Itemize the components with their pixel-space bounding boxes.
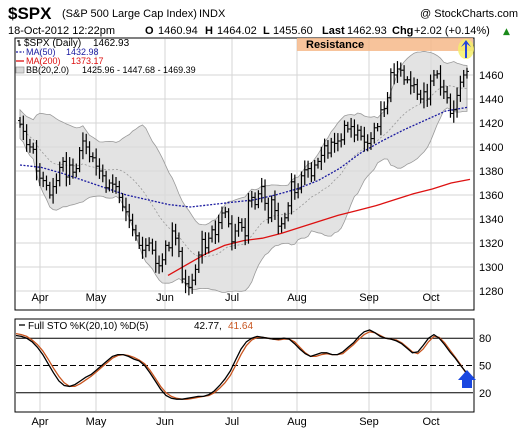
price-bars [18,61,469,296]
price-y-tick-label: 1380 [479,166,503,178]
exchange: INDX [199,8,226,20]
sto-grid [16,320,473,411]
price-y-tick-label: 1320 [479,238,503,250]
index-name: (S&P 500 Large Cap Index) [62,8,197,20]
chg-value: +2.02 (+0.14%) [414,25,490,37]
chg-up-arrow-icon: ▲ [503,27,510,37]
legend: $SPX (Daily) 1462.93 MA(50) 1432.98 MA(2… [15,38,196,75]
low-value: 1455.60 [273,25,313,37]
legend-ma200-value: 1373.17 [71,56,104,66]
legend-ma50-value: 1432.98 [66,47,99,57]
legend-spx-value: 1462.93 [93,38,130,49]
breakout-arrow-icon [461,40,471,58]
high-label: H [205,25,213,37]
sto-title: Full STO %K(20,10) %D(5) [28,321,148,332]
legend-ohlc-icon [17,40,21,46]
price-y-tick-label: 1460 [479,70,503,82]
legend-bb-swatch [15,66,25,74]
sto-x-tick-label: Apr [31,416,48,428]
price-x-tick-label: Aug [287,292,307,304]
price-x-tick-label: Apr [31,292,48,304]
sto-x-tick-label: Jun [156,416,174,428]
ohlc-bar [465,67,469,79]
bollinger-bands [19,50,468,293]
sto-y-tick-label: 50 [479,361,491,373]
sto-x-tick-label: Sep [359,416,379,428]
sto-lines [15,329,467,400]
price-y-tick-label: 1360 [479,190,503,202]
sto-d-value: 41.64 [228,321,253,332]
price-x-tick-label: Jul [225,292,239,304]
sto-k-value: 42.77, [194,321,222,332]
bollinger-band-area [19,50,468,293]
bollinger-middle-line [19,85,468,258]
sto-x-axis: Apr May Jun Jul Aug Sep Oct [31,416,439,428]
legend-spx-label: $SPX (Daily) [24,38,81,49]
sto-x-tick-label: Oct [422,416,439,428]
open-value: 1460.94 [158,25,198,37]
resistance-zone [297,38,473,51]
price-y-tick-label: 1420 [479,118,503,130]
price-x-tick-label: May [86,292,107,304]
sto-y-tick-label: 20 [479,388,491,400]
sto-x-tick-label: May [86,416,107,428]
sto-y-axis: 20 50 80 [479,333,491,400]
ma200-line [167,178,471,276]
legend-ma200-label: MA(200) [26,56,61,66]
price-y-tick-label: 1340 [479,214,503,226]
sto-x-tick-label: Aug [287,416,307,428]
price-y-axis: 1280 1300 1320 1340 1360 1380 1400 1420 1440 1460 [479,70,503,298]
legend-bb-value: 1425.96 - 1447.68 - 1469.39 [82,65,196,75]
sto-k-line [15,329,467,400]
legend-bb-label: BB(20,2.0) [26,65,69,75]
low-label: L [263,25,270,37]
legend-ma50-label: MA(50) [26,47,56,57]
price-x-tick-label: Jun [156,292,174,304]
price-y-tick-label: 1280 [479,286,503,298]
symbol: $SPX [8,4,52,23]
last-value: 1462.93 [347,25,387,37]
last-label: Last [322,25,345,37]
price-x-tick-label: Oct [422,292,439,304]
quote-date: 18-Oct-2012 12:22pm [8,25,115,37]
price-y-tick-label: 1400 [479,142,503,154]
open-label: O [145,25,154,37]
price-y-tick-label: 1300 [479,262,503,274]
sto-x-tick-label: Jul [225,416,239,428]
chg-label: Chg [392,25,413,37]
watermark: @ StockCharts.com [420,8,518,20]
price-x-axis: Apr May Jun Jul Aug Sep Oct [31,292,439,304]
sto-up-arrow-icon [458,370,476,388]
high-value: 1464.02 [217,25,257,37]
price-y-tick-label: 1440 [479,94,503,106]
sto-y-tick-label: 80 [479,333,491,345]
ma50-line [19,106,468,208]
moving-averages [19,106,471,276]
resistance-label: Resistance [306,39,364,51]
price-x-tick-label: Sep [359,292,379,304]
